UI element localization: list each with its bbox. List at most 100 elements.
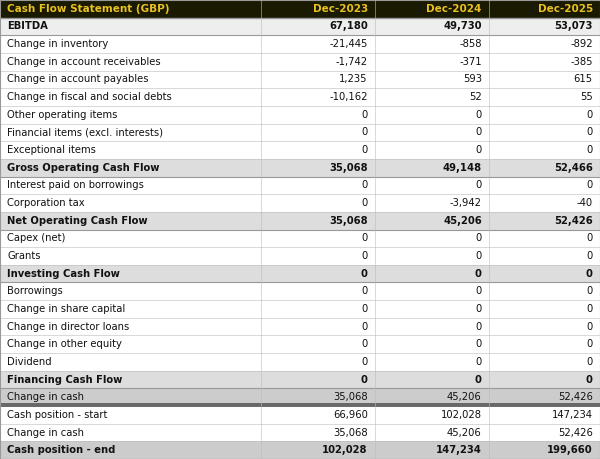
Bar (375, 0, 489, 17)
Text: 0: 0 (476, 304, 482, 314)
Bar (261, 0, 375, 17)
Text: 0: 0 (586, 269, 593, 279)
Text: 35,068: 35,068 (333, 392, 368, 402)
Text: Dec-2023: Dec-2023 (313, 4, 368, 14)
Text: 199,660: 199,660 (547, 445, 593, 455)
Text: 52: 52 (469, 92, 482, 102)
Text: 0: 0 (362, 339, 368, 349)
Bar (0, 194, 600, 212)
Bar (0, 282, 600, 300)
Text: Cash position - end: Cash position - end (7, 445, 116, 455)
Text: 0: 0 (362, 110, 368, 120)
Bar (0, 247, 600, 265)
Text: -3,942: -3,942 (450, 198, 482, 208)
Text: 0: 0 (587, 251, 593, 261)
Text: 0: 0 (362, 322, 368, 331)
Text: 45,206: 45,206 (447, 392, 482, 402)
Bar (0, 123, 600, 141)
Text: Dividend: Dividend (7, 357, 52, 367)
Bar (0, 35, 600, 53)
Text: 66,960: 66,960 (333, 410, 368, 420)
Bar (0, 318, 600, 336)
Text: Change in share capital: Change in share capital (7, 304, 125, 314)
Bar (0, 230, 600, 247)
Text: -892: -892 (570, 39, 593, 49)
Text: Cash position - start: Cash position - start (7, 410, 107, 420)
Text: 0: 0 (587, 322, 593, 331)
Text: 52,426: 52,426 (554, 216, 593, 226)
Bar (0, 388, 600, 406)
Text: 0: 0 (362, 198, 368, 208)
Text: 0: 0 (587, 128, 593, 137)
Text: Financial items (excl. interests): Financial items (excl. interests) (7, 128, 163, 137)
Bar (0, 177, 600, 194)
Text: -40: -40 (577, 198, 593, 208)
Bar (0, 106, 600, 123)
Text: 0: 0 (476, 128, 482, 137)
Text: 0: 0 (362, 233, 368, 243)
Text: Change in director loans: Change in director loans (7, 322, 130, 331)
Text: 147,234: 147,234 (552, 410, 593, 420)
Text: 35,068: 35,068 (333, 427, 368, 437)
Text: 0: 0 (362, 357, 368, 367)
Bar (489, 0, 600, 17)
Text: 0: 0 (476, 322, 482, 331)
Bar (0, 17, 600, 35)
Text: -1,742: -1,742 (335, 57, 368, 67)
Text: Change in account receivables: Change in account receivables (7, 57, 161, 67)
Text: 35,068: 35,068 (329, 162, 368, 173)
Text: -10,162: -10,162 (329, 92, 368, 102)
Bar (0, 424, 600, 442)
Bar (0, 141, 600, 159)
Text: 102,028: 102,028 (441, 410, 482, 420)
Text: 53,073: 53,073 (554, 22, 593, 32)
Text: 55: 55 (580, 92, 593, 102)
Text: Borrowings: Borrowings (7, 286, 63, 297)
Text: 0: 0 (476, 286, 482, 297)
Bar (0, 71, 600, 88)
Bar (0, 88, 600, 106)
Text: Financing Cash Flow: Financing Cash Flow (7, 375, 122, 385)
Text: 593: 593 (463, 74, 482, 84)
Text: 1,235: 1,235 (340, 74, 368, 84)
Text: 0: 0 (476, 145, 482, 155)
Text: 0: 0 (587, 233, 593, 243)
Bar (0, 406, 600, 424)
Text: 0: 0 (587, 145, 593, 155)
Text: Change in account payables: Change in account payables (7, 74, 149, 84)
Text: Change in cash: Change in cash (7, 427, 84, 437)
Text: 0: 0 (362, 286, 368, 297)
Text: -21,445: -21,445 (329, 39, 368, 49)
Bar (0, 53, 600, 71)
Text: 0: 0 (362, 128, 368, 137)
Text: 0: 0 (476, 339, 482, 349)
Text: Capex (net): Capex (net) (7, 233, 65, 243)
Bar (0, 442, 600, 459)
Text: 49,730: 49,730 (443, 22, 482, 32)
Bar (0, 336, 600, 353)
Text: Change in fiscal and social debts: Change in fiscal and social debts (7, 92, 172, 102)
Text: 0: 0 (476, 357, 482, 367)
Text: 0: 0 (362, 180, 368, 190)
Text: 52,426: 52,426 (558, 392, 593, 402)
Text: 0: 0 (475, 269, 482, 279)
Text: Other operating items: Other operating items (7, 110, 118, 120)
Text: 67,180: 67,180 (329, 22, 368, 32)
Text: 102,028: 102,028 (322, 445, 368, 455)
Text: 52,426: 52,426 (558, 427, 593, 437)
Bar (0, 353, 600, 371)
Text: -371: -371 (459, 57, 482, 67)
Text: -858: -858 (460, 39, 482, 49)
Text: Cash Flow Statement (GBP): Cash Flow Statement (GBP) (7, 4, 170, 14)
Text: 0: 0 (362, 304, 368, 314)
Text: Investing Cash Flow: Investing Cash Flow (7, 269, 120, 279)
Text: 0: 0 (587, 110, 593, 120)
Text: 0: 0 (361, 269, 368, 279)
Text: Exceptional items: Exceptional items (7, 145, 96, 155)
Text: Dec-2024: Dec-2024 (427, 4, 482, 14)
Bar (0, 212, 600, 230)
Bar (0, 159, 600, 177)
Bar (0, 265, 600, 282)
Text: 0: 0 (476, 180, 482, 190)
Text: -385: -385 (570, 57, 593, 67)
